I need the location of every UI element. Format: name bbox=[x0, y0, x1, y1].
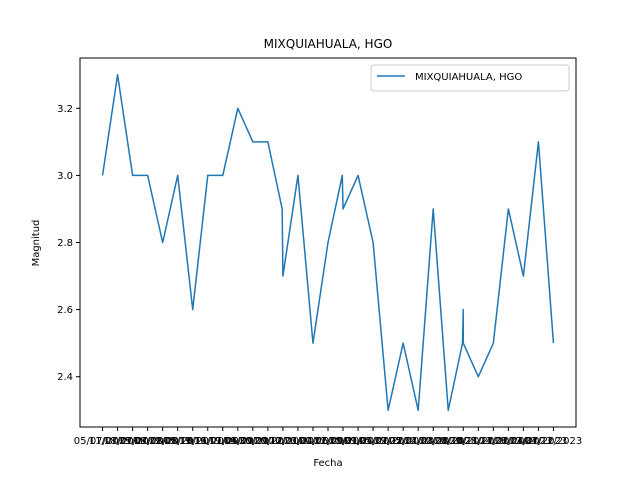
x-tick-label: 04/09/2020 bbox=[224, 436, 282, 447]
x-tick-label: 23/04/2021 bbox=[284, 436, 342, 447]
series-line bbox=[101, 74, 555, 411]
x-tick-label: 20/10/2023 bbox=[434, 436, 492, 447]
x-tick-label: 01/06/2021 bbox=[299, 436, 357, 447]
legend-box bbox=[370, 64, 570, 92]
x-tick-label: 12/01/2021 bbox=[269, 436, 327, 447]
x-tick-label: 04/12/2023 bbox=[525, 436, 583, 447]
y-tick-label: 2.4 bbox=[57, 372, 73, 383]
x-tick-label: 26/04/2023 bbox=[495, 436, 553, 447]
plot-frame bbox=[79, 57, 577, 428]
y-tick-label: 3.2 bbox=[57, 104, 73, 115]
series-layer bbox=[101, 74, 555, 411]
x-tick-label: 16/01/2020 bbox=[194, 436, 252, 447]
legend: MIXQUIAHUALA, HGO bbox=[370, 64, 570, 92]
x-tick-label: 05/07/2019 bbox=[74, 436, 132, 447]
x-tick-label: 05/01/2023 bbox=[389, 436, 447, 447]
x-tick-label: 17/05/2020 bbox=[209, 436, 267, 447]
x-tick-label: 12/09/2021 bbox=[314, 436, 372, 447]
x-tick-label: 10/08/2023 bbox=[419, 436, 477, 447]
y-axis-ticks: 2.4 2.6 2.8 3.0 3.2 bbox=[57, 104, 80, 383]
x-tick-label: 08/08/2019 bbox=[134, 436, 192, 447]
y-tick-label: 3.0 bbox=[57, 171, 73, 182]
legend-label: MIXQUIAHUALA, HGO bbox=[415, 72, 522, 83]
x-axis-ticks: 05/07/201911/07/201918/07/201925/07/2019… bbox=[74, 427, 583, 447]
x-tick-label: 28/12/2023 bbox=[465, 436, 523, 447]
x-tick-label: 09/04/2022 bbox=[344, 436, 402, 447]
x-tick-label: 12/07/2023 bbox=[510, 436, 568, 447]
x-tick-label: 30/11/2023 bbox=[449, 436, 507, 447]
x-tick-label: 19/12/2022 bbox=[374, 436, 432, 447]
x-tick-label: 14/03/2023 bbox=[404, 436, 462, 447]
y-axis-label: Magnitud bbox=[31, 220, 42, 267]
x-tick-label: 11/07/2019 bbox=[89, 436, 147, 447]
x-tick-label: 14/02/2023 bbox=[480, 436, 538, 447]
x-tick-label: 18/07/2019 bbox=[104, 436, 162, 447]
chart-title: MIXQUIAHUALA, HGO bbox=[264, 37, 393, 51]
x-tick-label: 05/10/2019 bbox=[164, 436, 222, 447]
y-tick-label: 2.6 bbox=[57, 305, 73, 316]
x-tick-label: 18/01/2022 bbox=[329, 436, 387, 447]
x-tick-label: 05/07/2022 bbox=[359, 436, 417, 447]
x-tick-label: 20/12/2020 bbox=[254, 436, 312, 447]
x-tick-label: 17/11/2019 bbox=[179, 436, 237, 447]
x-tick-label: 22/08/2019 bbox=[149, 436, 207, 447]
x-tick-label: 25/07/2019 bbox=[119, 436, 177, 447]
y-tick-label: 2.8 bbox=[57, 238, 73, 249]
x-axis-label: Fecha bbox=[313, 458, 342, 469]
x-tick-label: 30/09/2020 bbox=[239, 436, 297, 447]
